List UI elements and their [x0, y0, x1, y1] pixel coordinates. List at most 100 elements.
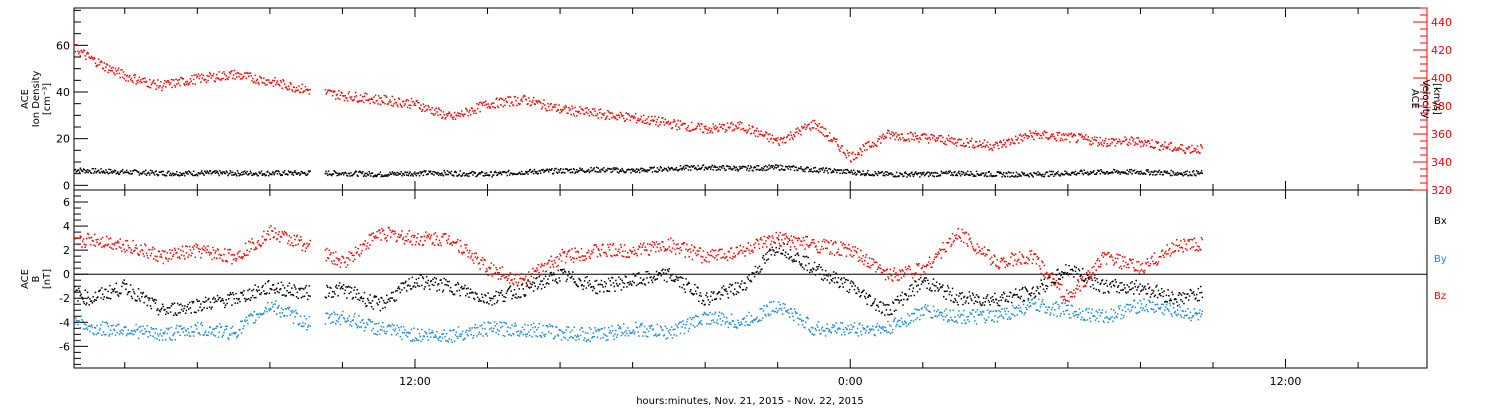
data-point-bx — [425, 281, 427, 283]
data-point-ion-density — [700, 167, 702, 170]
data-point-by — [172, 334, 174, 337]
data-point-bx — [232, 294, 235, 296]
data-point-ion-density — [958, 170, 960, 173]
data-point-velocity — [381, 100, 383, 102]
data-point-velocity — [813, 119, 816, 122]
data-point-velocity — [331, 90, 333, 92]
data-point-velocity — [788, 134, 790, 136]
imf-panel-frame — [73, 189, 1428, 369]
data-point-velocity — [1113, 139, 1115, 141]
data-point-ion-density — [632, 168, 635, 171]
data-point-ion-density — [724, 169, 726, 171]
data-point-velocity — [521, 100, 524, 103]
data-point-velocity — [399, 103, 402, 105]
data-point-ion-density — [781, 165, 784, 168]
data-point-ion-density — [911, 171, 913, 173]
data-point-bx — [476, 293, 478, 295]
data-point-by — [581, 327, 583, 329]
data-point-ion-density — [1155, 170, 1157, 173]
data-point-velocity — [261, 81, 263, 84]
data-point-bx — [642, 279, 644, 281]
data-point-velocity — [1079, 134, 1081, 136]
data-point-ion-density — [1200, 172, 1202, 174]
data-point-velocity — [748, 124, 750, 127]
data-point-velocity — [221, 72, 224, 74]
data-point-velocity — [283, 83, 286, 85]
data-point-ion-density — [121, 170, 123, 172]
data-point-velocity — [1159, 149, 1161, 151]
data-point-by — [271, 301, 273, 304]
data-point-ion-density — [195, 174, 197, 176]
data-point-bx — [427, 279, 429, 282]
data-point-velocity — [86, 53, 88, 55]
data-point-ion-density — [890, 172, 892, 174]
data-point-ion-density — [884, 171, 887, 173]
data-point-bx — [95, 299, 97, 301]
data-point-ion-density — [177, 174, 180, 176]
data-point-bx — [783, 243, 785, 245]
data-point-bx — [430, 280, 433, 282]
data-point-by — [210, 333, 212, 335]
data-point-bx — [797, 254, 800, 257]
data-point-by — [291, 309, 294, 312]
data-point-by — [554, 335, 556, 338]
data-point-velocity — [715, 128, 718, 130]
data-point-velocity — [1073, 134, 1076, 136]
data-point-ion-density — [763, 166, 765, 168]
data-point-bx — [433, 284, 435, 287]
data-point-ion-density — [718, 166, 721, 168]
data-point-velocity — [78, 51, 81, 53]
data-point-by — [141, 329, 143, 332]
data-point-bx — [1160, 294, 1162, 297]
data-point-velocity — [979, 140, 981, 143]
data-point-ion-density — [568, 169, 570, 172]
data-point-bx — [1189, 288, 1192, 291]
data-point-ion-density — [146, 172, 149, 175]
data-point-bx — [1071, 268, 1073, 271]
data-point-ion-density — [74, 169, 76, 171]
data-point-bx — [354, 286, 356, 288]
data-point-bx — [749, 279, 752, 282]
data-point-ion-density — [1133, 169, 1136, 171]
data-point-bx — [531, 283, 533, 286]
data-point-bx — [746, 276, 749, 278]
data-point-velocity — [651, 119, 654, 121]
data-point-velocity — [173, 84, 176, 87]
data-point-ion-density — [1121, 171, 1123, 173]
data-point-velocity — [225, 75, 228, 77]
data-point-velocity — [223, 71, 225, 73]
data-point-velocity — [1031, 136, 1034, 138]
data-point-velocity — [490, 103, 493, 105]
data-point-velocity — [200, 81, 202, 83]
data-point-by — [375, 323, 378, 325]
data-point-ion-density — [227, 174, 229, 177]
data-point-ion-density — [92, 167, 94, 170]
data-point-by — [511, 324, 513, 326]
data-point-velocity — [740, 128, 742, 131]
data-point-ion-density — [1148, 171, 1150, 173]
data-point-by — [255, 313, 258, 316]
data-point-ion-density — [888, 172, 890, 175]
data-point-ion-density — [623, 171, 626, 174]
data-point-bx — [872, 303, 874, 305]
data-point-velocity — [784, 142, 786, 144]
data-point-velocity — [1041, 137, 1043, 139]
data-point-bx — [670, 279, 673, 282]
data-point-velocity — [388, 101, 390, 103]
data-point-ion-density — [108, 168, 110, 171]
data-point-bx — [1069, 273, 1071, 275]
data-point-ion-density — [382, 175, 384, 178]
data-point-bx — [1102, 292, 1105, 294]
data-point-bx — [168, 307, 170, 309]
data-point-ion-density — [975, 175, 977, 177]
data-point-velocity — [821, 126, 824, 128]
data-point-bx — [839, 285, 841, 288]
data-point-ion-density — [619, 169, 622, 171]
data-point-bx — [807, 256, 809, 259]
data-point-by — [109, 333, 111, 336]
data-point-bx — [860, 291, 863, 294]
data-point-bx — [240, 292, 243, 294]
data-point-velocity — [1200, 144, 1202, 146]
data-point-ion-density — [716, 166, 718, 168]
data-point-velocity — [441, 117, 443, 120]
